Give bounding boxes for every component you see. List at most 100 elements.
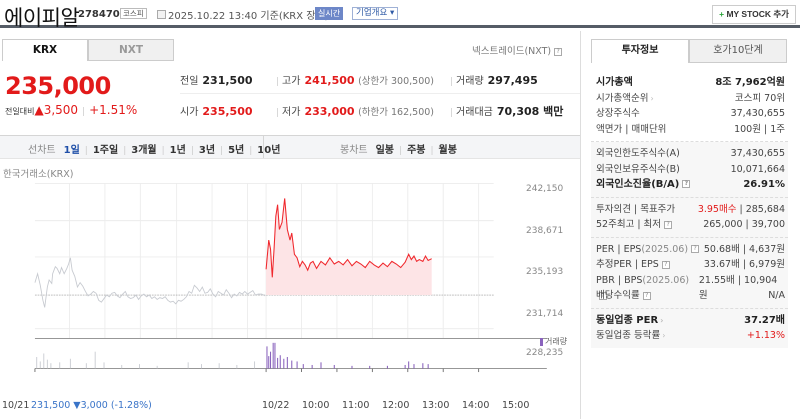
plus-icon: + bbox=[719, 9, 725, 19]
info-row: 액면가 | 매매단위 100원 | 1주 bbox=[596, 123, 785, 135]
add-my-stock-button[interactable]: + MY STOCK 추가 bbox=[712, 5, 796, 24]
info-row: 외국인한도주식수(A) 37,430,655 bbox=[596, 148, 785, 159]
info-row: 투자의견 | 목표주가 3.95매수 | 285,684 bbox=[596, 203, 785, 215]
info-row: PER | EPS(2025.06)? 50.68배 | 4,637원 bbox=[596, 243, 785, 255]
change-percent: +1.51% bbox=[89, 103, 138, 117]
stock-name: 에이피알 bbox=[4, 6, 80, 30]
y-tick-4: 231,714 bbox=[526, 309, 564, 319]
x-label-1000: 10:00 bbox=[302, 400, 330, 411]
market-badge: 코스피 bbox=[120, 8, 147, 19]
industry-change-link[interactable]: 동일업종 등락률 › +1.13% bbox=[596, 330, 785, 341]
line-chart-periods: 선차트 1일 | 1주일 | 3개월 | 1년 | 3년 | 5년 | 10년 bbox=[28, 145, 281, 156]
help-icon[interactable]: ? bbox=[554, 47, 563, 56]
volume-swatch-icon bbox=[540, 337, 543, 346]
company-overview-dropdown[interactable]: 기업개요 ▾ bbox=[352, 7, 399, 20]
candle-monthly[interactable]: 월봉 bbox=[438, 145, 457, 156]
change-label: 전일대비 bbox=[5, 107, 35, 116]
info-row: 외국인보유주식수(B) 10,071,664 bbox=[596, 163, 785, 175]
help-icon[interactable]: ? bbox=[599, 291, 607, 300]
chart-period-bar: 선차트 1일 | 1주일 | 3개월 | 1년 | 3년 | 5년 | 10년 봉차트 일봉 | 주봉 | 월봉 bbox=[0, 135, 580, 159]
today-volume bbox=[266, 342, 429, 369]
candle-daily[interactable]: 일봉 bbox=[375, 145, 395, 156]
volume: | 거래량 297,495 bbox=[450, 74, 538, 87]
market-cap-rank-link[interactable]: 시가총액순위 › 코스피 70위 bbox=[596, 92, 785, 104]
open-price: 시가 235,500 bbox=[180, 105, 253, 118]
help-icon[interactable]: ? bbox=[691, 245, 700, 253]
low-price: | 저가 233,000 (하한가 162,500) bbox=[276, 105, 434, 118]
prev-day-summary: 231,500 ▼3,000 (-1.28%) bbox=[31, 400, 152, 411]
chevron-right-icon: › bbox=[662, 331, 666, 340]
divider bbox=[263, 136, 264, 158]
help-icon[interactable]: ? bbox=[642, 291, 651, 300]
info-row: PBR | BPS(2025.06)? 21.55배 | 10,904원 bbox=[596, 274, 778, 302]
exchange-label: 한국거래소(KRX) bbox=[3, 169, 74, 180]
divider: | bbox=[82, 107, 86, 117]
line-chart-label: 선차트 bbox=[28, 145, 56, 156]
exchange-tabs: KRX NXT bbox=[2, 39, 174, 61]
help-icon[interactable]: ? bbox=[664, 220, 673, 229]
x-axis-ticks bbox=[34, 368, 480, 373]
stock-code: 278470 bbox=[78, 9, 120, 20]
info-row: 배당수익률? N/A bbox=[596, 290, 785, 301]
info-row: 52주최고 | 최저? 265,000 | 39,700 bbox=[596, 219, 785, 230]
add-my-stock-label: MY STOCK 추가 bbox=[726, 9, 789, 19]
price-change: 전일대비▲3,500 | +1.51% bbox=[5, 103, 137, 117]
candle-chart-periods: 봉차트 일봉 | 주봉 | 월봉 bbox=[340, 145, 457, 156]
price-stats: 전일 231,500 | 고가 241,500 (상한가 300,500) | 거래량 2… bbox=[180, 63, 580, 125]
y-tick-1: 242,150 bbox=[526, 184, 564, 194]
valuation-group: PER | EPS(2025.06)? 50.68배 | 4,637원 추정PER… bbox=[591, 237, 788, 309]
period-10y[interactable]: 10년 bbox=[257, 145, 281, 156]
calendar-icon bbox=[157, 10, 166, 19]
timestamp: 2025.10.22 13:40 기준(KRX 장중) bbox=[168, 11, 329, 22]
period-1d[interactable]: 1일 bbox=[63, 145, 80, 156]
tab-investment-info[interactable]: 투자정보 bbox=[591, 39, 689, 63]
current-price: 235,000 bbox=[5, 72, 111, 100]
nxt-link-label: 넥스트레이드(NXT) bbox=[472, 46, 552, 57]
trade-value: | 거래대금 70,308 백만 bbox=[450, 105, 564, 118]
main-panel: KRX NXT 넥스트레이드(NXT)? 235,000 전일대비▲3,500 |… bbox=[0, 31, 581, 419]
today-price-line bbox=[265, 198, 432, 278]
industry-group: 동일업종 PER › 37.27배 동일업종 등락률 › +1.13% bbox=[591, 308, 788, 348]
info-row: 상장주식수 37,430,655 bbox=[596, 108, 785, 119]
x-label-1200: 12:00 bbox=[382, 400, 410, 411]
opinion-group: 투자의견 | 목표주가 3.95매수 | 285,684 52주최고 | 최저? 2… bbox=[591, 197, 788, 238]
change-value: 3,500 bbox=[43, 103, 79, 117]
y-tick-2: 238,671 bbox=[526, 226, 564, 236]
period-3m[interactable]: 3개월 bbox=[131, 145, 157, 156]
x-label-1400: 14:00 bbox=[462, 400, 490, 411]
investment-info-panel: 투자정보 호가10단계 시가총액 8조 7,962억원 시가총액순위 › 코스피 70… bbox=[582, 31, 800, 419]
period-1w[interactable]: 1주일 bbox=[92, 145, 119, 156]
tab-nxt[interactable]: NXT bbox=[88, 39, 174, 61]
nxt-link[interactable]: 넥스트레이드(NXT)? bbox=[472, 43, 563, 57]
prev-day-volume bbox=[36, 351, 256, 369]
help-icon[interactable]: ? bbox=[682, 180, 691, 188]
period-3y[interactable]: 3년 bbox=[198, 145, 216, 156]
period-5y[interactable]: 5년 bbox=[228, 145, 245, 156]
stats-row-2: 시가 235,500 | 저가 233,000 (하한가 162,500) | 거래대금… bbox=[180, 94, 580, 125]
high-price: | 고가 241,500 (상한가 300,500) bbox=[276, 74, 434, 87]
tab-order-book[interactable]: 호가10단계 bbox=[689, 39, 787, 63]
industry-per-link[interactable]: 동일업종 PER › 37.27배 bbox=[596, 314, 785, 326]
stock-header: 에이피알 278470 코스피 2025.10.22 13:40 기준(KRX … bbox=[0, 0, 800, 30]
help-icon[interactable]: ? bbox=[661, 260, 670, 269]
y-tick-3: 235,193 bbox=[526, 267, 564, 277]
info-row: 외국인소진율(B/A)? 26.91% bbox=[596, 179, 785, 190]
candle-weekly[interactable]: 주봉 bbox=[407, 145, 426, 156]
realtime-button[interactable]: 실시간 bbox=[315, 7, 344, 20]
prev-close: 전일 231,500 bbox=[180, 74, 253, 87]
y-tick-5: 228,235 bbox=[526, 348, 564, 358]
prev-day-line bbox=[34, 257, 266, 308]
up-arrow-icon: ▲ bbox=[34, 103, 44, 117]
tab-krx[interactable]: KRX bbox=[2, 39, 88, 61]
info-list: 시가총액 8조 7,962억원 시가총액순위 › 코스피 70위 상장주식수 37,43… bbox=[591, 71, 788, 348]
market-cap-group: 시가총액 8조 7,962억원 시가총액순위 › 코스피 70위 상장주식수 37,43… bbox=[591, 71, 788, 142]
period-1y[interactable]: 1년 bbox=[169, 145, 186, 156]
chart-grid bbox=[34, 182, 494, 339]
x-label-prev-date: 10/21 bbox=[2, 400, 30, 411]
today-area bbox=[266, 198, 432, 296]
price-chart[interactable] bbox=[0, 148, 580, 388]
info-row: 시가총액 8조 7,962억원 bbox=[596, 77, 785, 88]
x-label-today: 10/22 bbox=[262, 400, 290, 411]
candle-chart-label: 봉차트 bbox=[340, 145, 368, 156]
info-row: 추정PER | EPS? 33.67배 | 6,979원 bbox=[596, 259, 785, 270]
